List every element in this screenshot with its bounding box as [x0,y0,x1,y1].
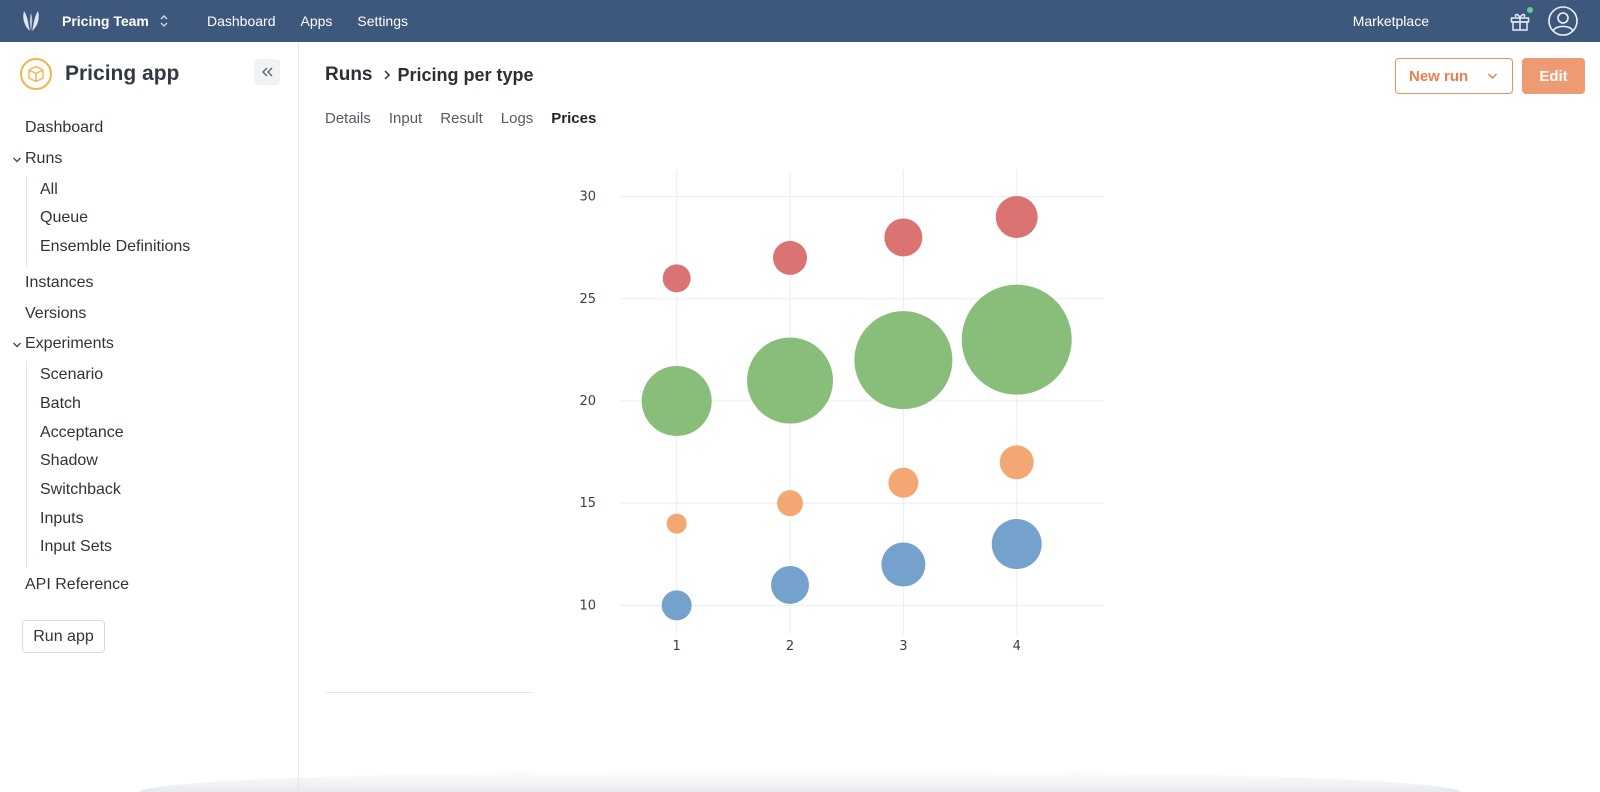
x-tick-label: 2 [786,639,794,654]
y-tick-label: 15 [579,496,596,511]
breadcrumb: Runs Pricing per type [325,64,534,86]
run-app-button[interactable]: Run app [22,620,105,653]
bubble-point[interactable] [884,218,923,257]
nav-settings[interactable]: Settings [357,13,409,29]
sidebar-item-acceptance[interactable]: Acceptance [40,424,124,441]
tab-details[interactable]: Details [325,110,371,127]
team-name: Pricing Team [62,13,149,29]
cube-icon [28,65,44,83]
notification-dot [1527,7,1533,13]
bubble-point[interactable] [666,513,687,534]
sidebar-item-inputs[interactable]: Inputs [40,510,84,527]
tab-input[interactable]: Input [388,110,423,127]
chevron-down-icon [1487,73,1498,80]
bubble-point[interactable] [999,445,1034,480]
chevron-down-icon[interactable] [12,155,22,165]
sidebar-item-runs[interactable]: Runs [25,150,63,167]
app-title: Pricing app [65,62,180,85]
sidebar-item-api-reference[interactable]: API Reference [25,576,130,593]
edit-button[interactable]: Edit [1522,58,1585,94]
y-tick-label: 30 [579,190,596,205]
x-tick-label: 4 [1013,639,1021,654]
logo-icon[interactable] [20,9,42,33]
team-switcher[interactable]: Pricing Team [62,0,169,42]
double-chevron-left-icon [262,67,273,77]
breadcrumb-current: Pricing per type [397,64,534,85]
bubble-point[interactable] [771,565,810,604]
sidebar-item-input-sets[interactable]: Input Sets [40,538,113,555]
chevron-updown-icon [160,15,168,27]
y-tick-label: 10 [579,598,596,613]
sidebar-item-batch[interactable]: Batch [40,395,81,412]
nav-guide-line [26,176,27,267]
sidebar-item-switchback[interactable]: Switchback [40,481,121,498]
bubble-point[interactable] [961,284,1072,395]
chart-tick-labels: 1 2 3 4 10 15 20 25 30 [579,190,1020,654]
chevron-right-icon [383,70,390,80]
bubble-point[interactable] [661,590,692,621]
sidebar-item-scenario[interactable]: Scenario [40,366,104,383]
bubble-point[interactable] [662,264,691,293]
top-nav: Dashboard Apps Settings [207,0,408,42]
top-bar: Pricing Team Dashboard Apps Settings Mar… [0,0,1600,42]
bubble-point[interactable] [777,490,804,517]
sidebar-item-shadow[interactable]: Shadow [40,452,98,469]
user-icon[interactable] [1547,5,1579,37]
bubble-point[interactable] [888,467,919,498]
bubble-point[interactable] [881,542,926,587]
bubble-point[interactable] [995,196,1038,239]
tab-result[interactable]: Result [440,110,483,127]
tab-prices[interactable]: Prices [551,110,597,127]
chart-bubbles [641,196,1072,621]
breadcrumb-runs[interactable]: Runs [325,64,373,85]
footer-shadow [140,770,1460,792]
sidebar-item-experiments[interactable]: Experiments [25,335,114,352]
sidebar-item-dashboard[interactable]: Dashboard [25,119,104,136]
y-tick-label: 20 [579,394,596,409]
bubble-point[interactable] [747,337,834,424]
bubble-point[interactable] [991,519,1042,570]
x-tick-label: 3 [899,639,907,654]
new-run-button[interactable]: New run [1395,58,1513,94]
bubble-point[interactable] [854,311,953,410]
y-tick-label: 25 [579,292,596,307]
prices-bubble-chart: 1 2 3 4 10 15 20 25 30 [579,170,1104,654]
marketplace-link[interactable]: Marketplace [1352,13,1429,29]
divider [325,692,532,693]
sidebar-item-all[interactable]: All [40,181,58,198]
app-icon [20,58,52,90]
gift-icon[interactable] [1508,9,1532,33]
nav-apps[interactable]: Apps [300,13,333,29]
chevron-down-icon[interactable] [12,340,22,350]
sidebar-item-versions[interactable]: Versions [25,305,87,322]
nav-dashboard[interactable]: Dashboard [207,13,276,29]
sidebar: Pricing app Dashboard Runs All Queue Ens… [0,42,299,792]
new-run-label: New run [1409,67,1469,85]
x-tick-label: 1 [673,639,681,654]
collapse-sidebar-button[interactable] [254,59,280,85]
sidebar-item-queue[interactable]: Queue [40,209,89,226]
bubble-point[interactable] [773,240,808,275]
app-header: Pricing app [20,58,179,90]
bubble-point[interactable] [641,365,712,436]
sidebar-item-ensemble-definitions[interactable]: Ensemble Definitions [40,238,191,255]
tab-bar: Details Input Result Logs Prices [325,110,596,127]
sidebar-item-instances[interactable]: Instances [25,274,94,291]
nav-guide-line [26,361,27,568]
tab-logs[interactable]: Logs [500,110,534,127]
